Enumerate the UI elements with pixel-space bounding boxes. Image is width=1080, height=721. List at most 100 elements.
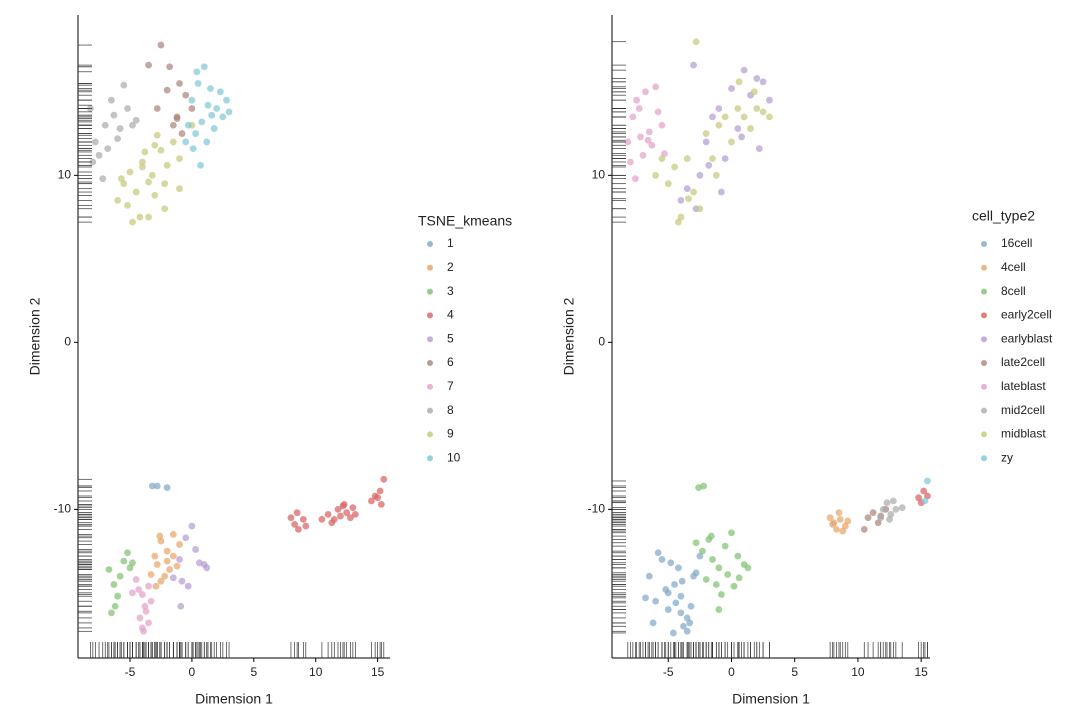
point xyxy=(707,532,715,540)
point xyxy=(924,492,931,500)
point xyxy=(126,564,134,572)
point xyxy=(188,96,196,104)
legend-swatch xyxy=(427,431,433,438)
legend-swatch xyxy=(427,383,433,390)
point xyxy=(343,509,351,517)
point xyxy=(111,602,119,610)
y-tick-label: 10 xyxy=(58,168,72,182)
point xyxy=(750,88,758,96)
point xyxy=(889,497,897,505)
point xyxy=(702,138,710,146)
point xyxy=(157,577,165,585)
point xyxy=(114,592,122,600)
point xyxy=(740,66,748,74)
point xyxy=(692,38,700,46)
point xyxy=(658,556,666,563)
legend-swatch xyxy=(427,312,433,319)
point xyxy=(677,609,685,617)
legend-label: early2cell xyxy=(1001,308,1052,322)
point xyxy=(721,113,729,121)
y-axis-title: Dimension 2 xyxy=(561,297,577,375)
point xyxy=(302,522,310,530)
point xyxy=(728,85,735,92)
y-tick-label: -10 xyxy=(54,502,72,516)
legend-swatch xyxy=(981,288,987,295)
point xyxy=(105,566,113,573)
legend-swatch xyxy=(427,288,433,295)
point xyxy=(683,614,691,622)
legend-title: cell_type2 xyxy=(972,208,1035,224)
point xyxy=(188,105,196,112)
point xyxy=(869,509,877,517)
point xyxy=(330,515,338,523)
point xyxy=(176,155,183,163)
point xyxy=(182,91,190,99)
point xyxy=(637,133,644,141)
point xyxy=(148,171,156,179)
point xyxy=(176,556,183,563)
legend-label: late2cell xyxy=(1001,355,1045,369)
point xyxy=(368,497,375,505)
point xyxy=(157,146,165,154)
y-tick-label: -10 xyxy=(588,502,606,516)
point xyxy=(208,111,216,119)
legend-swatch xyxy=(981,407,987,414)
legend-swatch xyxy=(427,336,433,343)
point xyxy=(104,145,112,153)
legend-label: 16cell xyxy=(1001,236,1032,250)
point xyxy=(126,168,134,176)
point xyxy=(120,81,128,89)
x-tick-label: -5 xyxy=(125,665,136,679)
point xyxy=(672,599,680,607)
point xyxy=(173,562,181,570)
point xyxy=(642,88,649,96)
point xyxy=(371,492,379,500)
point xyxy=(110,111,118,119)
point xyxy=(642,594,649,602)
legend-label: mid2cell xyxy=(1001,403,1045,417)
point xyxy=(161,205,169,213)
point xyxy=(184,582,192,590)
point xyxy=(145,213,152,221)
point xyxy=(182,138,190,146)
point xyxy=(652,83,660,91)
point xyxy=(380,475,388,483)
point xyxy=(735,78,743,86)
point xyxy=(844,517,852,525)
point xyxy=(669,629,677,637)
point xyxy=(151,552,159,560)
point xyxy=(658,155,666,163)
point xyxy=(153,131,161,139)
legend-swatch xyxy=(981,431,987,438)
point xyxy=(173,115,181,122)
point xyxy=(728,529,735,537)
point xyxy=(200,63,208,71)
point xyxy=(700,482,708,490)
legend-swatch xyxy=(427,455,433,462)
x-axis-title: Dimension 1 xyxy=(195,691,273,707)
legend-swatch xyxy=(981,455,987,462)
point xyxy=(631,175,639,183)
point xyxy=(645,128,653,136)
point xyxy=(680,622,687,630)
point xyxy=(161,572,169,580)
point xyxy=(709,113,716,121)
point xyxy=(169,531,177,538)
point xyxy=(920,487,928,495)
point xyxy=(724,571,732,578)
point xyxy=(898,504,906,512)
point xyxy=(671,581,678,588)
point xyxy=(841,522,849,530)
point xyxy=(667,559,675,567)
point xyxy=(924,477,931,485)
point xyxy=(755,145,763,153)
legend-label: 10 xyxy=(447,450,461,464)
point xyxy=(147,597,155,605)
point xyxy=(721,542,729,550)
point xyxy=(157,41,165,49)
point xyxy=(287,514,295,522)
point xyxy=(734,552,742,560)
point xyxy=(649,619,657,627)
point xyxy=(340,500,348,508)
point xyxy=(176,80,183,87)
